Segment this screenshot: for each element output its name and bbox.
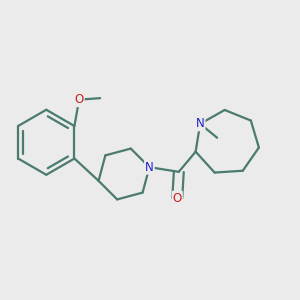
- Text: O: O: [74, 93, 84, 106]
- Text: N: N: [196, 117, 205, 130]
- Text: O: O: [172, 192, 182, 205]
- Text: N: N: [145, 161, 154, 174]
